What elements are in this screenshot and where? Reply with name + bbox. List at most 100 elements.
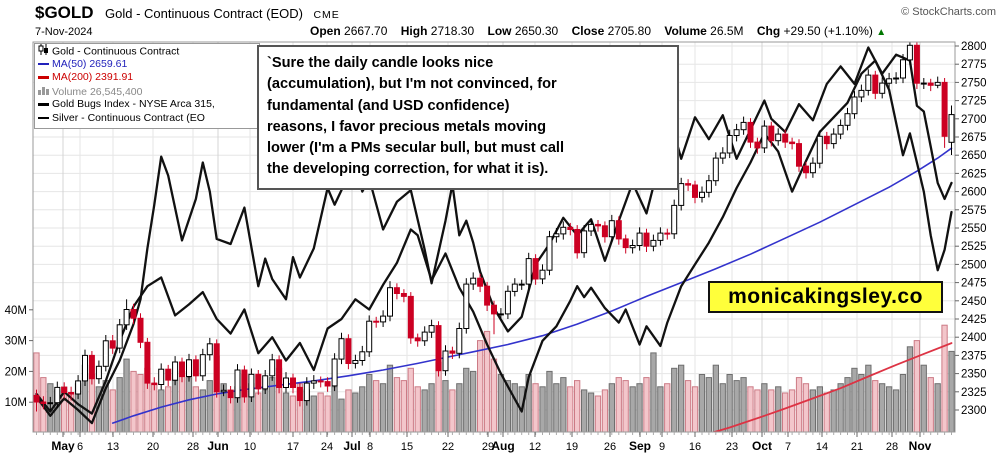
svg-text:2350: 2350 (961, 369, 987, 381)
legend-item-label: MA(200) 2391.91 (52, 71, 134, 84)
svg-text:2475: 2475 (961, 278, 987, 290)
svg-text:20: 20 (147, 441, 159, 453)
svg-text:2550: 2550 (961, 223, 987, 235)
open-value: 2667.70 (344, 24, 388, 38)
svg-text:9: 9 (659, 441, 665, 453)
svg-text:40M: 40M (5, 305, 27, 317)
volume-bars-layer (33, 324, 955, 432)
chart-header: $GOLD Gold - Continuous Contract (EOD) C… (35, 3, 340, 23)
svg-text:2650: 2650 (961, 150, 987, 162)
watermark-badge: monicakingsley.co (708, 281, 943, 313)
svg-text:2450: 2450 (961, 296, 987, 308)
svg-text:28: 28 (187, 441, 199, 453)
svg-text:2750: 2750 (961, 77, 987, 89)
svg-text:23: 23 (726, 441, 738, 453)
open-label: Open (310, 24, 341, 38)
svg-text:29: 29 (482, 441, 494, 453)
svg-text:2425: 2425 (961, 314, 987, 326)
legend-item: Volume 26,545,400 (35, 85, 259, 99)
legend-item-label: Volume 26,545,400 (52, 85, 143, 98)
svg-text:20M: 20M (5, 366, 27, 378)
high-label: High (400, 24, 428, 38)
stockcharts-credit-link[interactable]: © StockCharts.com (901, 6, 996, 18)
legend-item-label: MA(50) 2659.61 (52, 57, 128, 70)
svg-text:2325: 2325 (961, 387, 987, 399)
svg-text:2575: 2575 (961, 205, 987, 217)
annotation-line: `Sure the daily candle looks nice (267, 55, 494, 71)
svg-text:14: 14 (816, 441, 828, 453)
annotation-line: reasons, I favor precious metals moving (267, 118, 546, 135)
date-ticks (36, 432, 952, 435)
line-icon (38, 62, 49, 66)
low-value: 2650.30 (514, 24, 559, 38)
legend-item: Silver - Continuous Contract (EO (35, 112, 259, 126)
svg-text:7: 7 (785, 441, 791, 453)
svg-text:19: 19 (566, 441, 578, 453)
price-axis: 2300 2325 2350 2375 2400 2425 2450 2475 2500 2525… (955, 41, 987, 417)
svg-text:6: 6 (77, 441, 83, 453)
ticker-symbol: $GOLD (35, 3, 94, 22)
line-icon (38, 76, 49, 79)
line-icon (38, 103, 49, 106)
quote-row: 7-Nov-2024 Open 2667.70 High 2718.30 Low… (35, 24, 995, 38)
svg-text:2700: 2700 (961, 114, 987, 126)
svg-text:2500: 2500 (961, 259, 987, 271)
legend-item: MA(200) 2391.91 (35, 71, 259, 85)
instrument-name: Gold - Continuous Contract (EOD) (105, 6, 303, 21)
annotation-line: (accumulation), but I'm not convinced, f… (267, 76, 557, 93)
change-label: Chg (756, 24, 781, 38)
legend-item: MA(50) 2659.61 (35, 58, 259, 72)
close-label: Close (571, 24, 605, 38)
exchange-label: CME (313, 9, 340, 21)
legend-item: Gold Bugs Index - NYSE Arca 315, (35, 98, 259, 112)
svg-text:12: 12 (529, 441, 541, 453)
high-value: 2718.30 (430, 24, 475, 38)
svg-text:Oct: Oct (752, 439, 772, 453)
legend-item-label: Gold - Continuous Contract (52, 45, 180, 58)
close-value: 2705.80 (607, 24, 651, 38)
svg-text:2375: 2375 (961, 350, 987, 362)
legend-item: Gold - Continuous Contract (35, 44, 259, 58)
svg-text:16: 16 (689, 441, 701, 453)
ma200-line (711, 342, 953, 432)
svg-text:10: 10 (244, 441, 256, 453)
svg-text:Nov: Nov (909, 439, 932, 453)
svg-text:2775: 2775 (961, 59, 987, 71)
line-icon (38, 116, 49, 120)
svg-text:2800: 2800 (961, 41, 987, 53)
svg-text:2625: 2625 (961, 168, 987, 180)
svg-text:22: 22 (442, 441, 454, 453)
svg-text:Jun: Jun (207, 439, 228, 453)
legend-item-label: Gold Bugs Index - NYSE Arca 315, (52, 98, 215, 111)
svg-text:15: 15 (401, 441, 413, 453)
svg-text:2400: 2400 (961, 332, 987, 344)
annotation-text-box: `Sure the daily candle looks nice (accumu… (257, 45, 679, 190)
annotation-line: the developing correction, for what it i… (267, 161, 549, 178)
svg-text:30M: 30M (5, 336, 27, 348)
svg-text:Jul: Jul (343, 439, 360, 453)
svg-text:2675: 2675 (961, 132, 987, 144)
svg-text:28: 28 (886, 441, 898, 453)
svg-text:8: 8 (367, 441, 373, 453)
legend-item-label: Silver - Continuous Contract (EO (52, 111, 205, 124)
svg-text:Sep: Sep (629, 439, 651, 453)
chart-legend: Gold - Continuous Contract MA(50) 2659.61… (34, 43, 260, 129)
ohlc-quote-strip: Open 2667.70 High 2718.30 Low 2650.30 Cl… (300, 24, 886, 38)
volume-axis: 10M 20M 30M 40M (5, 305, 33, 409)
svg-text:10M: 10M (5, 397, 27, 409)
volume-label: Volume (664, 24, 707, 38)
svg-text:2725: 2725 (961, 96, 987, 108)
price-candles-layer (33, 42, 955, 412)
silver-line (35, 59, 953, 415)
svg-text:17: 17 (287, 441, 299, 453)
svg-text:26: 26 (604, 441, 616, 453)
change-up-triangle-icon: ▲ (876, 27, 887, 38)
svg-text:13: 13 (107, 441, 119, 453)
gold-bugs-index-line (35, 46, 953, 425)
chart-date: 7-Nov-2024 (35, 26, 93, 38)
volume-bars-icon (38, 85, 49, 100)
volume-value: 26.5M (710, 24, 744, 38)
svg-text:21: 21 (851, 441, 863, 453)
